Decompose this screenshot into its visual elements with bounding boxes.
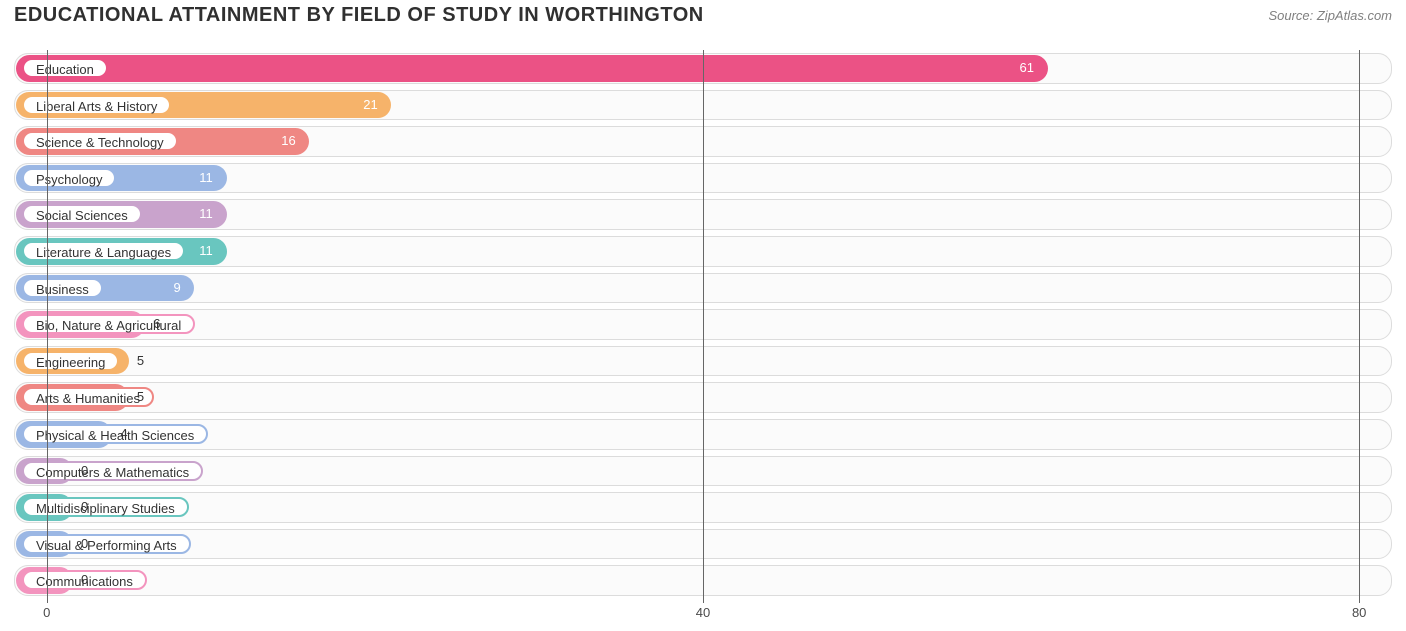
x-tick-label: 0: [43, 605, 50, 620]
bar-label-pill: Arts & Humanities: [22, 387, 154, 407]
chart-plot-area: Education 61 Liberal Arts & History 21 Scien…: [14, 50, 1392, 603]
x-tick-label: 40: [696, 605, 710, 620]
bar-label-pill: Social Sciences: [22, 204, 142, 224]
bar-label-pill: Engineering: [22, 351, 119, 371]
bar-label-pill: Computers & Mathematics: [22, 461, 203, 481]
chart-title: EDUCATIONAL ATTAINMENT BY FIELD OF STUDY…: [14, 4, 704, 27]
bar-value: 9: [173, 270, 180, 307]
bar-label-pill: Physical & Health Sciences: [22, 424, 208, 444]
bar-value: 5: [137, 343, 144, 380]
bar-value: 4: [120, 416, 127, 453]
bar-label-pill: Education: [22, 58, 108, 78]
bar-value: 0: [81, 562, 88, 599]
bar-label-pill: Liberal Arts & History: [22, 95, 171, 115]
gridline: [703, 50, 704, 603]
gridline: [1359, 50, 1360, 603]
bar-value: 0: [81, 526, 88, 563]
bar: [16, 55, 1048, 82]
bar-label-pill: Psychology: [22, 168, 116, 188]
bar-label-pill: Science & Technology: [22, 131, 178, 151]
bar-value: 16: [281, 123, 295, 160]
bar-label-pill: Business: [22, 278, 103, 298]
bar-value: 0: [81, 453, 88, 490]
bar-value: 0: [81, 489, 88, 526]
bar-value: 6: [153, 306, 160, 343]
bar-value: 11: [199, 160, 213, 197]
x-tick-label: 80: [1352, 605, 1366, 620]
bar-label-pill: Bio, Nature & Agricultural: [22, 314, 195, 334]
chart-source: Source: ZipAtlas.com: [1268, 8, 1392, 23]
bar-value: 21: [363, 87, 377, 124]
bar-value: 11: [199, 196, 213, 233]
bar-value: 5: [137, 379, 144, 416]
gridline: [47, 50, 48, 603]
bar-value: 11: [199, 233, 213, 270]
x-axis: 0 40 80: [14, 605, 1392, 627]
bar-value: 61: [1020, 50, 1034, 87]
